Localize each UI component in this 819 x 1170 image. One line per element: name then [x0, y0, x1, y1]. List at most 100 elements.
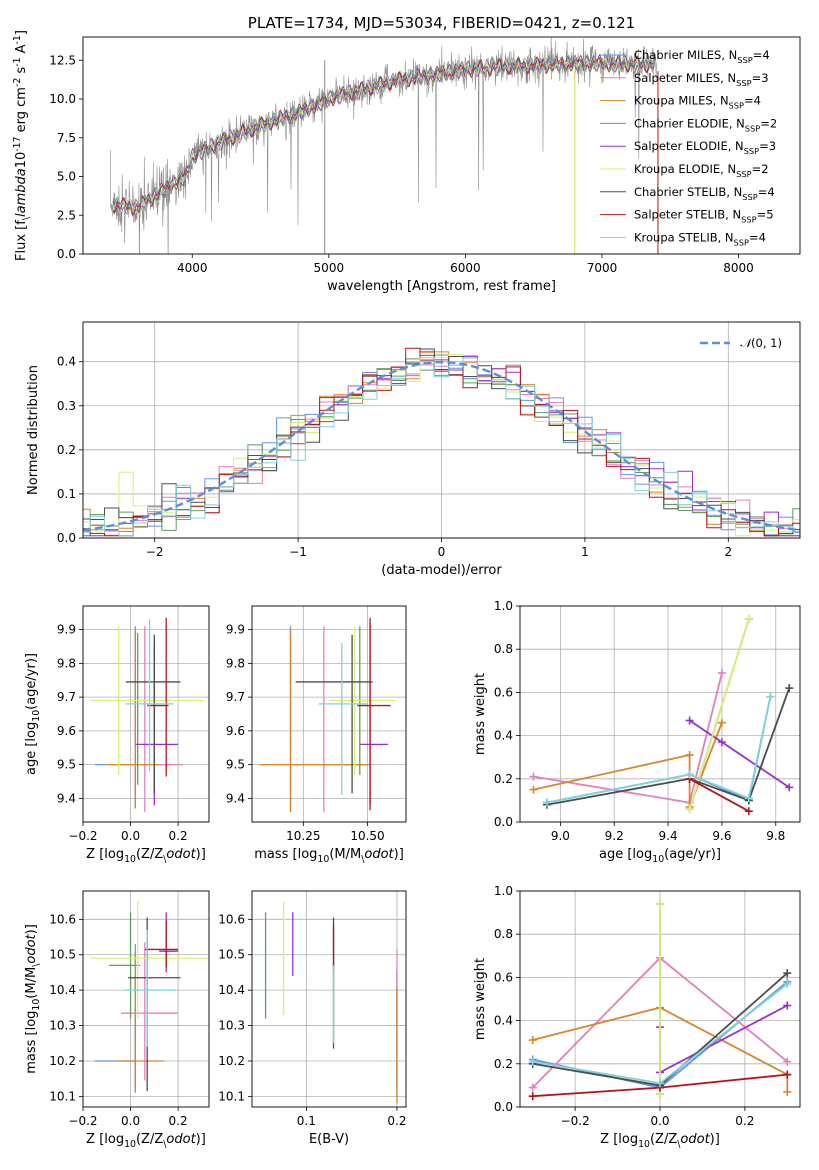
series-marker [528, 1036, 537, 1045]
axes-frame [519, 890, 801, 1108]
y-tick-label: 10.2 [49, 1054, 76, 1068]
series-marker [656, 1079, 664, 1088]
series-marker [785, 684, 794, 693]
x-tick-label: 9.6 [712, 829, 731, 843]
errorbar-point-salpeter_elodie [159, 912, 179, 973]
x-tick-label: 4000 [177, 261, 208, 275]
legend-entry: Salpeter MILES, NSSP=3 [634, 71, 769, 88]
series-marker [656, 899, 664, 908]
x-tick-label: 0.0 [121, 829, 140, 843]
legend-entry: Kroupa MILES, NSSP=4 [634, 94, 761, 111]
series-marker [783, 1087, 792, 1096]
histogram-kroupa_stelib [83, 357, 800, 537]
legend-entry: Salpeter STELIB, NSSP=5 [634, 208, 774, 225]
panel-weight_vs_Z: −0.2 0.0 0.2 0.0 0.2 0.4 0.6 0.8 1.0 Z [log10(Z/Z… [473, 884, 801, 1150]
y-tick-label: 0.0 [57, 531, 76, 545]
axes-frame [82, 36, 801, 255]
legend-entry: Salpeter ELODIE, NSSP=3 [634, 139, 776, 156]
y-tick-label: 1.0 [494, 884, 513, 898]
legend-entry: Kroupa ELODIE, NSSP=2 [634, 162, 769, 179]
axes-frame [82, 890, 210, 1108]
panel-weight_vs_age: 9.0 9.2 9.4 9.6 9.8 0.0 0.2 0.4 0.6 0.8 1.0 age [lo… [473, 599, 801, 865]
errorbar-point-salpeter_stelib [144, 921, 179, 968]
errorbar-point-kroupa_stelib [123, 929, 176, 1047]
histogram-chabrier_stelib [83, 348, 800, 537]
y-tick-label: 9.6 [226, 724, 245, 738]
y-tick-label: 10.1 [218, 1089, 245, 1103]
spectrum-model-salpeter_elodie [112, 54, 655, 215]
histogram-chabrier_elodie [83, 354, 800, 537]
x-tick-label: −0.2 [68, 829, 97, 843]
spectrum-model-salpeter_stelib [112, 54, 655, 217]
x-tick-label: 0.0 [121, 1114, 140, 1128]
series-marker [783, 969, 792, 978]
y-tick-label: 10.1 [49, 1089, 76, 1103]
y-tick-label: 0.1 [57, 487, 76, 501]
spectrum-model-salpeter_miles [112, 54, 655, 216]
axes-frame [251, 890, 407, 1108]
errorbar-point-chabrier_stelib [125, 634, 181, 794]
errorbar-point-chabrier_elodie [128, 633, 152, 785]
axes-frame [82, 605, 210, 823]
x-tick-label: 0.2 [169, 829, 188, 843]
chart-title: PLATE=1734, MJD=53034, FIBERID=0421, z=0… [248, 14, 635, 32]
y-axis-label: Flux [f\lambda10-17 erg cm-2 s-1 A-1] [12, 30, 32, 261]
axes-frame [519, 605, 801, 823]
grid-lines [520, 605, 800, 823]
x-tick-label: 0.1 [297, 1114, 316, 1128]
errorbar-point-chabrier_miles [94, 944, 136, 1093]
y-tick-label: 0.0 [494, 815, 513, 829]
errorbar-point-salpeter_miles [121, 942, 179, 1081]
x-tick-label: 10.25 [286, 829, 320, 843]
series-marker [785, 783, 794, 792]
y-axis-label: mass weight [473, 673, 488, 755]
y-tick-label: 9.4 [226, 791, 245, 805]
y-tick-label: 0.0 [494, 1100, 513, 1114]
x-axis-label: Z [log10(Z/Z\odot)] [86, 1132, 206, 1150]
x-tick-label: 8000 [723, 261, 754, 275]
x-tick-label: 5000 [314, 261, 345, 275]
series-marker [783, 1070, 792, 1079]
x-tick-label: 7000 [587, 261, 618, 275]
errorbar-point-kroupa_stelib [125, 619, 174, 772]
series-marker [783, 1001, 792, 1010]
grid-lines [252, 606, 406, 822]
errorbar-point-chabrier_stelib [128, 917, 181, 1092]
plot-area [528, 899, 792, 1101]
panel-mass_vs_ebv: 0.1 0.2 10.1 10.2 10.3 10.4 10.5 10.6 E(B-V) [218, 890, 407, 1147]
panel-age_vs_Z: −0.2 0.0 0.2 9.4 9.5 9.6 9.7 9.8 9.9 Z [log10(Z/Z… [24, 605, 210, 865]
legend: 𝒩(0, 1) [700, 336, 782, 350]
legend: Chabrier MILES, NSSP=4 Salpeter MILES, NS… [600, 48, 777, 247]
y-tick-label: 9.7 [226, 690, 245, 704]
series-line-chabrier_miles [546, 696, 772, 804]
x-tick-label: 9.2 [605, 829, 624, 843]
plot-area [259, 617, 396, 812]
y-tick-label: 10.3 [49, 1019, 76, 1033]
errorbar-point-chabrier_elodie [109, 912, 141, 1019]
errorbar-point-chabrier_miles [259, 626, 368, 812]
series-marker [685, 716, 694, 725]
spectrum-model-chabrier_stelib [112, 54, 655, 215]
x-tick-label: 9.4 [659, 829, 678, 843]
legend-entry: 𝒩(0, 1) [740, 336, 782, 350]
y-tick-label: 9.9 [226, 623, 245, 637]
x-axis-label: E(B-V) [309, 1132, 349, 1147]
grid-lines [82, 606, 209, 822]
x-tick-label: 0.2 [387, 1114, 406, 1128]
panel-residuals: −2 −1 0 1 2 0.0 0.1 0.2 0.3 0.4 (data-model)/error… [26, 321, 801, 578]
plot-area [90, 901, 209, 1093]
plot-area [110, 37, 659, 254]
series-marker [717, 718, 726, 727]
plot-area [83, 347, 800, 537]
y-tick-label: 7.5 [57, 131, 76, 145]
x-tick-label: 6000 [450, 261, 481, 275]
y-tick-label: 10.4 [49, 983, 76, 997]
normal-curve [83, 360, 800, 532]
x-axis-label: (data-model)/error [381, 563, 502, 578]
y-tick-label: 0.2 [494, 1057, 513, 1071]
panel-spectrum: 4000 5000 6000 7000 8000 0.0 2.5 5.0 7.5 10.0 12.5… [12, 14, 801, 294]
y-tick-label: 9.5 [226, 758, 245, 772]
y-axis-label: age [log10(age/yr)] [24, 653, 42, 775]
series-marker [744, 614, 753, 623]
series-line-salpeter_stelib [689, 778, 750, 812]
